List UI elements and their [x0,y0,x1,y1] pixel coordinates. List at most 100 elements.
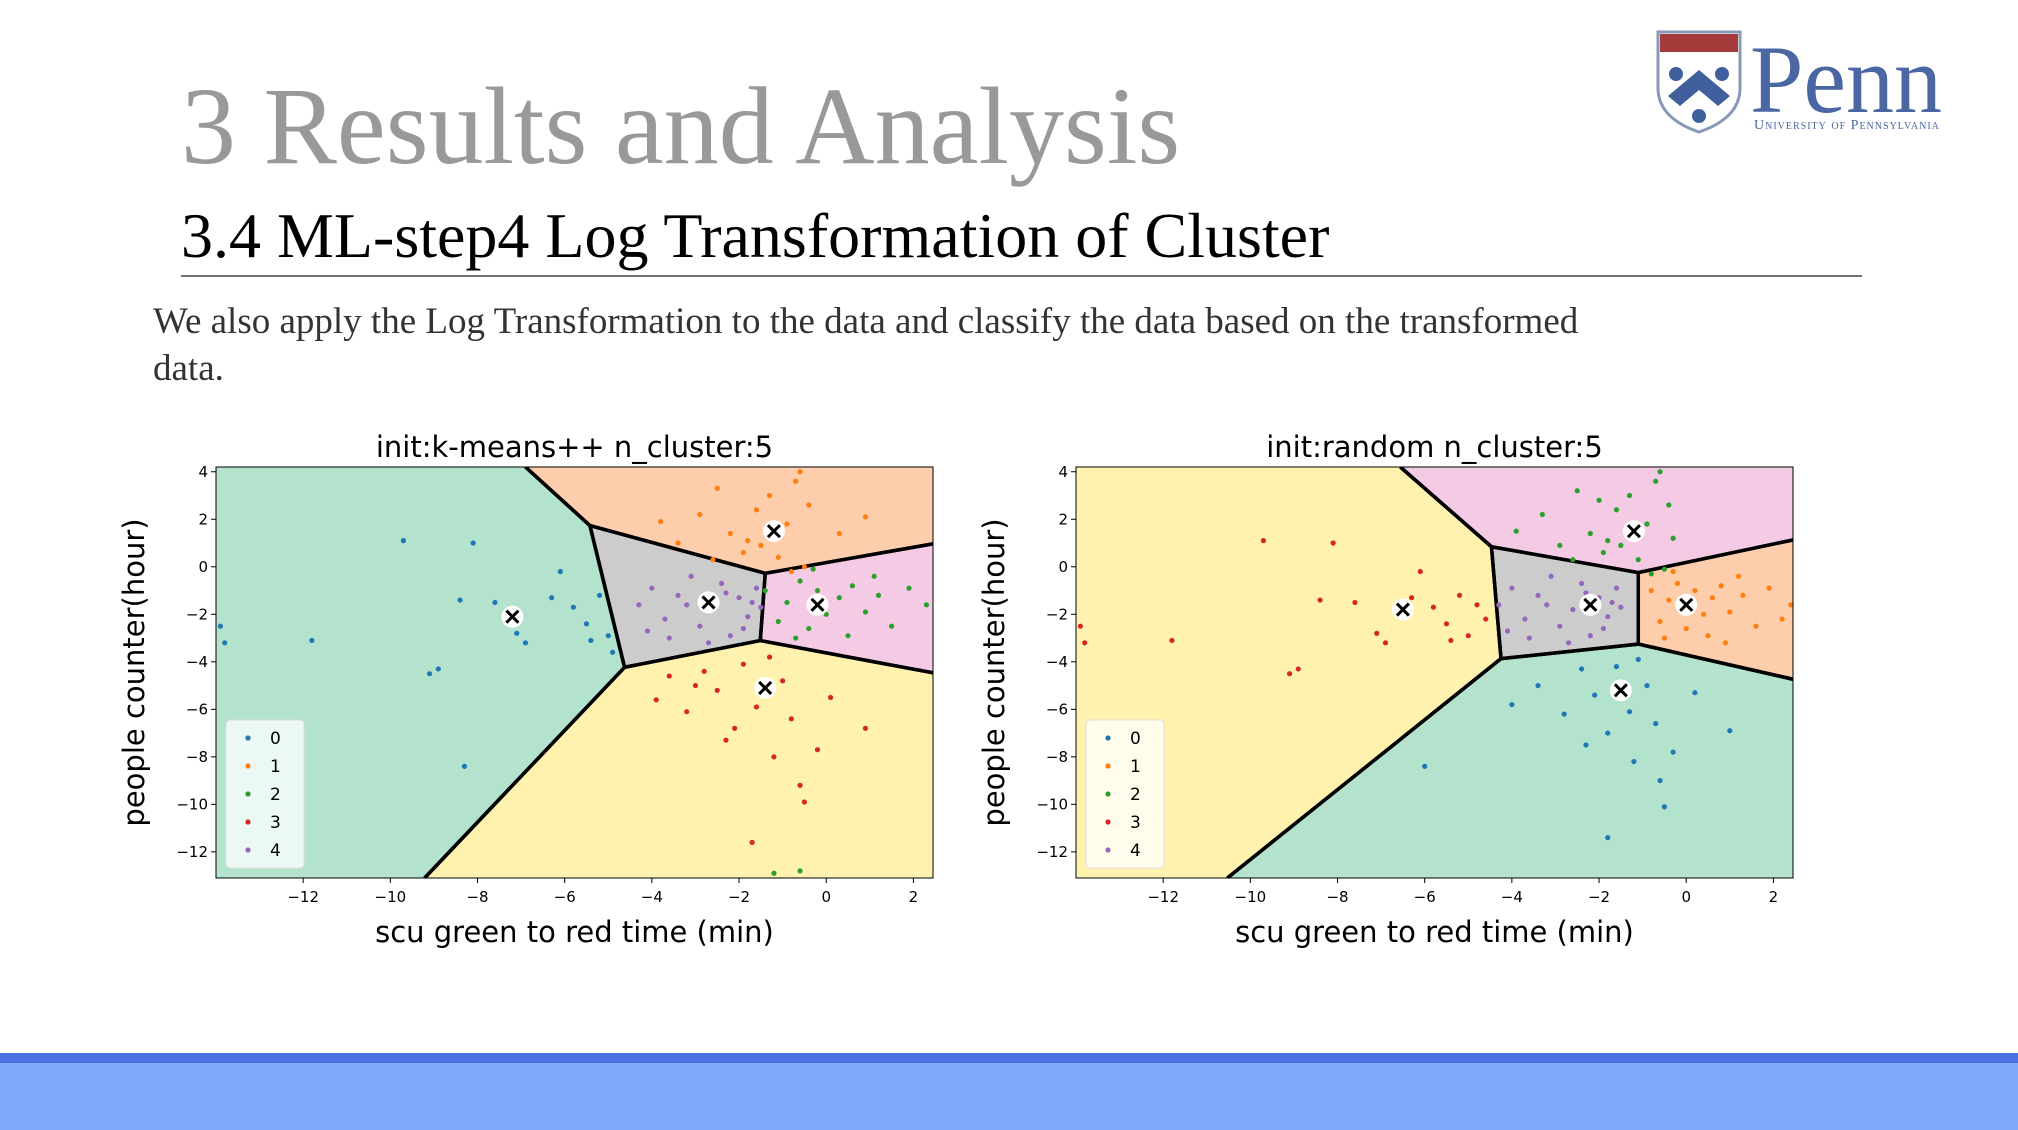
data-point [1286,671,1293,677]
data-point [1670,749,1676,755]
data-point [806,625,812,632]
data-point [1592,692,1598,698]
data-point [1535,592,1541,598]
chart-title: init:random n_cluster:5 [1266,430,1603,464]
data-point [435,666,441,672]
data-point [1082,640,1088,646]
data-point [1570,557,1576,563]
data-point [1618,604,1624,610]
y-tick-label: −4 [186,653,208,671]
data-point [797,469,803,475]
data-point [771,754,777,760]
data-point [426,671,433,677]
data-point [1417,568,1423,575]
data-point [745,538,751,544]
legend-label: 1 [1130,757,1141,777]
data-point [1735,573,1742,579]
legend-label: 3 [1130,813,1141,833]
data-point [701,668,707,674]
data-point [727,530,733,537]
data-point [1753,623,1759,629]
data-point [1544,602,1550,608]
data-point [1317,597,1323,603]
data-point [1600,625,1606,632]
data-point [710,557,716,563]
data-point [740,549,746,556]
centroid [697,591,720,614]
data-point [797,578,803,584]
data-point [784,599,790,606]
centroid [806,593,829,616]
data-point [1583,742,1589,748]
data-point [1674,580,1681,587]
y-tick-label: −8 [186,748,208,766]
legend: 0 1 2 3 4 [1085,719,1165,869]
data-point [1465,633,1471,639]
data-point [797,782,803,788]
data-point [675,540,681,546]
data-point [1535,682,1541,689]
data-point [1496,602,1502,608]
data-point [1483,616,1489,622]
x-tick-label: 0 [1681,888,1691,906]
y-axis-label: people counter(hour) [977,518,1011,826]
logo-shield-band [1660,34,1738,52]
data-point [753,585,760,591]
data-point [723,590,729,596]
data-point [1657,618,1663,625]
y-tick-label: −10 [1036,795,1068,813]
data-point [549,595,555,601]
legend-marker [245,763,251,769]
region-boundary [1500,642,1639,661]
decision-region [525,467,933,574]
data-point [732,725,738,731]
data-point [762,587,768,594]
legend-label: 2 [270,785,281,805]
x-tick-label: −4 [641,888,663,906]
data-point [1661,804,1668,810]
data-point [653,697,659,703]
data-point [1583,590,1589,596]
region-boundary [589,523,766,576]
data-point [1557,623,1563,629]
data-point [662,616,668,622]
legend-label: 1 [270,757,281,777]
y-tick-label: −12 [1036,843,1068,861]
y-axis-label: people counter(hour) [117,518,151,826]
data-point [784,521,790,527]
region-boundary [423,666,626,878]
data-point [1613,507,1620,513]
data-point [749,839,755,845]
data-point [771,870,777,876]
data-point [740,625,746,632]
data-point [1522,616,1528,622]
plot-frame [1075,466,1794,879]
y-tick-label: −10 [176,795,208,813]
centroid [501,605,524,628]
data-point [1609,599,1615,606]
data-point [1330,540,1336,546]
data-point [400,538,407,544]
data-point [1374,630,1380,636]
x-axis-label: scu green to red time (min) [1235,915,1634,949]
data-point [793,478,799,484]
y-tick-label: −12 [176,843,208,861]
y-tick-label: 4 [1058,463,1068,481]
data-point [823,611,829,617]
data-point [1509,585,1515,591]
y-tick-label: −2 [1046,605,1068,623]
data-point [749,599,755,606]
legend-label: 0 [270,729,281,749]
data-point [1709,595,1715,601]
data-point [1653,720,1659,727]
x-axis-label: scu green to red time (min) [375,915,774,949]
centroid [762,520,785,543]
data-point [801,564,808,570]
y-tick-label: −4 [1046,653,1068,671]
data-point [1766,585,1772,591]
data-point [688,573,694,579]
data-point [1574,488,1580,494]
data-point [1456,592,1463,598]
data-point [1626,709,1633,715]
footer-bar [0,1063,2018,1130]
